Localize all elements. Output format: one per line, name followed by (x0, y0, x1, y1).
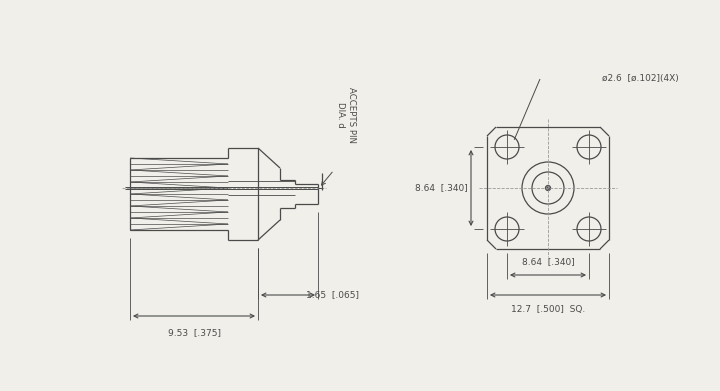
Text: 1.65  [.065]: 1.65 [.065] (306, 291, 359, 300)
Text: ø2.6  [ø.102](4X): ø2.6 [ø.102](4X) (602, 75, 679, 84)
Circle shape (547, 187, 549, 189)
Text: 8.64  [.340]: 8.64 [.340] (521, 257, 575, 266)
Text: 12.7  [.500]  SQ.: 12.7 [.500] SQ. (511, 305, 585, 314)
Text: 8.64  [.340]: 8.64 [.340] (415, 183, 468, 192)
Text: 9.53  [.375]: 9.53 [.375] (168, 328, 220, 337)
Text: ACCEPTS PIN
DIA. d: ACCEPTS PIN DIA. d (336, 87, 356, 143)
